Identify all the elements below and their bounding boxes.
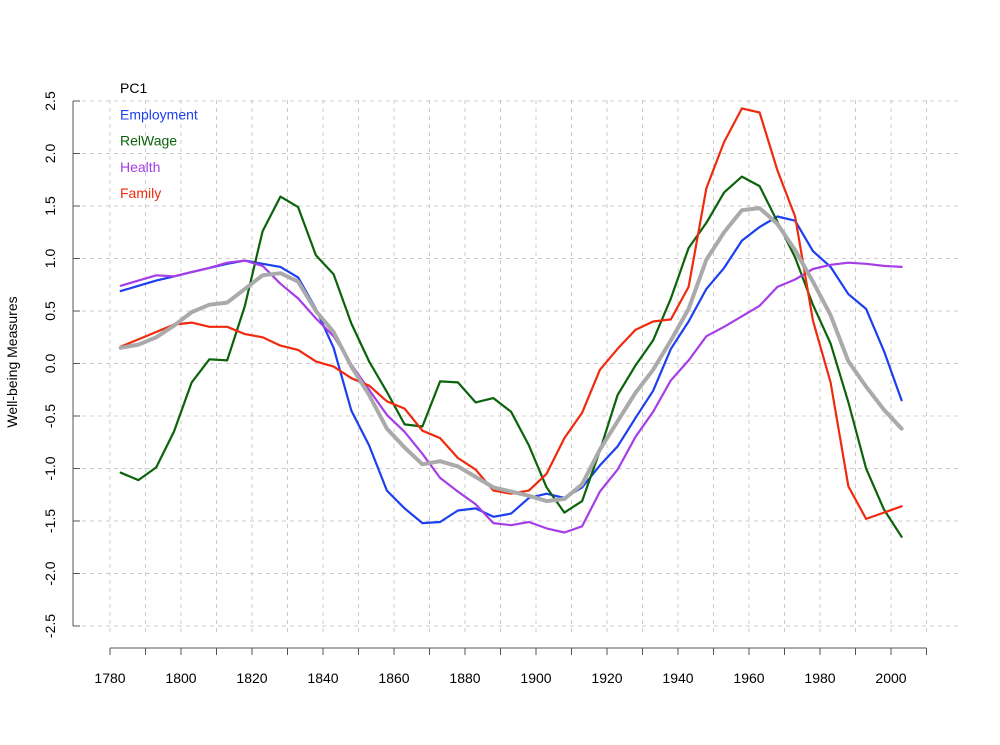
y-tick-label: 1.5 xyxy=(42,196,58,216)
series-line-pc1 xyxy=(118,206,904,504)
y-tick-label: -1.0 xyxy=(42,456,58,480)
legend-label-pc1: PC1 xyxy=(120,80,147,96)
legend-label-health: Health xyxy=(120,159,160,175)
series xyxy=(118,107,904,538)
x-tick-label: 1920 xyxy=(591,670,622,686)
y-tick-label: 0.0 xyxy=(42,354,58,374)
x-tick-label: 1840 xyxy=(307,670,338,686)
y-tick-label: -2.0 xyxy=(42,561,58,585)
x-tick-label: 1820 xyxy=(236,670,267,686)
x-tick-label: 1940 xyxy=(662,670,693,686)
x-tick-label: 1980 xyxy=(804,670,835,686)
series-line-relwage xyxy=(119,175,903,538)
grid xyxy=(82,100,958,636)
y-tick-label: -1.5 xyxy=(42,509,58,533)
x-tick-label: 2000 xyxy=(875,670,906,686)
y-tick-label: 2.0 xyxy=(42,144,58,164)
axes xyxy=(72,101,927,649)
x-tick-label: 1780 xyxy=(94,670,125,686)
legend-label-relwage: RelWage xyxy=(120,133,177,149)
x-tick-label: 1960 xyxy=(733,670,764,686)
series-line-family xyxy=(119,107,903,521)
legend: PC1 Employment RelWage Health Family xyxy=(120,80,198,201)
y-tick-label: 1.0 xyxy=(42,249,58,269)
y-tick-label: -0.5 xyxy=(42,404,58,428)
x-tick-label: 1900 xyxy=(520,670,551,686)
series-line-health xyxy=(119,259,903,534)
legend-label-employment: Employment xyxy=(120,106,198,122)
y-axis-title: Well-being Measures xyxy=(4,296,20,427)
x-tick-label: 1860 xyxy=(378,670,409,686)
x-tick-label: 1880 xyxy=(449,670,480,686)
ticks: -2.5 -2.0 -1.5 -1.0 -0.5 0.0 0.5 1.0 1.5 2.0 2.5 17… xyxy=(42,91,927,686)
y-tick-label: -2.5 xyxy=(42,614,58,638)
y-tick-label: 0.5 xyxy=(42,301,58,321)
x-tick-label: 1800 xyxy=(165,670,196,686)
legend-label-family: Family xyxy=(120,185,161,201)
y-tick-label: 2.5 xyxy=(42,91,58,111)
